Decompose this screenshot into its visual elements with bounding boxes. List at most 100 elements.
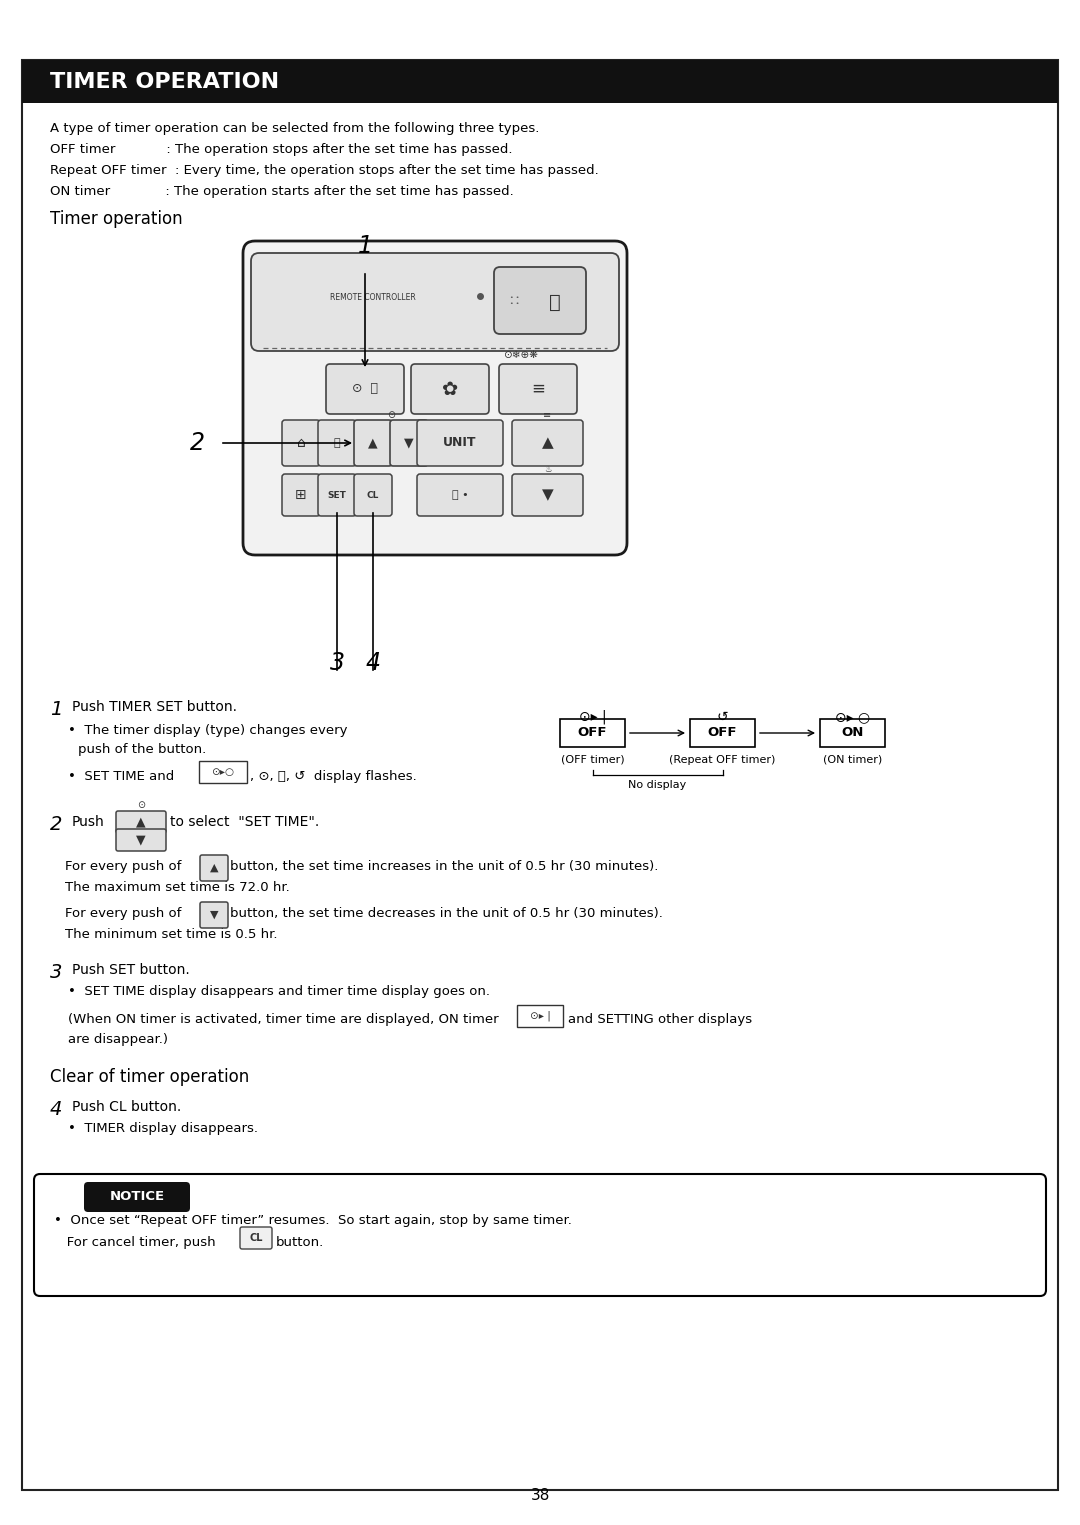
Text: to select  "SET TIME".: to select "SET TIME". — [170, 814, 320, 830]
Text: 🔧: 🔧 — [334, 438, 340, 448]
FancyBboxPatch shape — [326, 364, 404, 413]
Text: ▲: ▲ — [136, 816, 146, 828]
Text: •  TIMER display disappears.: • TIMER display disappears. — [68, 1122, 258, 1135]
Text: ▼: ▼ — [210, 910, 218, 920]
FancyBboxPatch shape — [417, 419, 503, 467]
FancyBboxPatch shape — [251, 253, 619, 351]
Text: •  Once set “Repeat OFF timer” resumes.  So start again, stop by same timer.: • Once set “Repeat OFF timer” resumes. S… — [54, 1214, 572, 1228]
Text: ▼: ▼ — [542, 488, 553, 503]
Text: •  SET TIME display disappears and timer time display goes on.: • SET TIME display disappears and timer … — [68, 985, 490, 997]
Text: For cancel timer, push: For cancel timer, push — [54, 1235, 216, 1249]
Text: ⌂: ⌂ — [297, 436, 306, 450]
Text: button, the set time decreases in the unit of 0.5 hr (30 minutes).: button, the set time decreases in the un… — [230, 907, 663, 920]
Text: OFF: OFF — [578, 726, 607, 740]
Text: NOTICE: NOTICE — [109, 1191, 164, 1203]
FancyBboxPatch shape — [282, 419, 320, 467]
Text: SET: SET — [327, 491, 347, 500]
Text: , ⊙, ⏻, ↺  display flashes.: , ⊙, ⏻, ↺ display flashes. — [249, 770, 417, 782]
Text: ⊙▸ |: ⊙▸ | — [579, 711, 606, 724]
FancyBboxPatch shape — [390, 419, 428, 467]
Text: ⊙: ⊙ — [137, 801, 145, 810]
FancyBboxPatch shape — [282, 474, 320, 515]
Text: ▼: ▼ — [404, 436, 414, 450]
Bar — [820, 718, 885, 747]
Text: Repeat OFF timer  : Every time, the operation stops after the set time has passe: Repeat OFF timer : Every time, the opera… — [50, 165, 598, 177]
Text: • •
• •: • • • • — [510, 294, 519, 307]
Text: (When ON timer is activated, timer time are displayed, ON timer: (When ON timer is activated, timer time … — [68, 1013, 499, 1026]
Text: 38: 38 — [530, 1487, 550, 1502]
Text: and SETTING other displays: and SETTING other displays — [568, 1013, 752, 1026]
Text: ON timer             : The operation starts after the set time has passed.: ON timer : The operation starts after th… — [50, 185, 514, 198]
Text: OFF timer            : The operation stops after the set time has passed.: OFF timer : The operation stops after th… — [50, 143, 513, 156]
Text: A type of timer operation can be selected from the following three types.: A type of timer operation can be selecte… — [50, 122, 539, 136]
Text: (Repeat OFF timer): (Repeat OFF timer) — [670, 755, 775, 766]
Text: No display: No display — [629, 779, 687, 790]
Text: (ON timer): (ON timer) — [823, 755, 882, 766]
Text: Clear of timer operation: Clear of timer operation — [50, 1068, 249, 1086]
Text: 1: 1 — [50, 700, 63, 718]
Text: Timer operation: Timer operation — [50, 210, 183, 229]
Text: 2: 2 — [50, 814, 63, 834]
FancyBboxPatch shape — [200, 901, 228, 929]
Text: ⌚ •: ⌚ • — [451, 490, 469, 500]
FancyBboxPatch shape — [200, 856, 228, 881]
Text: ▼: ▼ — [136, 834, 146, 846]
Bar — [22, 59, 1058, 104]
Text: CL: CL — [249, 1234, 262, 1243]
Text: For every push of: For every push of — [65, 860, 181, 872]
Text: 4: 4 — [365, 651, 380, 676]
FancyBboxPatch shape — [517, 1005, 563, 1026]
FancyBboxPatch shape — [417, 474, 503, 515]
Text: Push TIMER SET button.: Push TIMER SET button. — [72, 700, 237, 714]
Text: 1: 1 — [357, 233, 373, 258]
Text: ⊙: ⊙ — [387, 410, 395, 419]
Text: REMOTE CONTROLLER: REMOTE CONTROLLER — [330, 293, 416, 302]
FancyBboxPatch shape — [494, 267, 586, 334]
Bar — [690, 718, 755, 747]
Text: ▲: ▲ — [210, 863, 218, 872]
Text: •  The timer display (type) changes every: • The timer display (type) changes every — [68, 724, 348, 737]
Text: button.: button. — [276, 1235, 324, 1249]
Text: (OFF timer): (OFF timer) — [561, 755, 624, 766]
FancyBboxPatch shape — [243, 241, 627, 555]
Text: ♨: ♨ — [543, 465, 551, 474]
Text: 4: 4 — [50, 1100, 63, 1119]
Text: ↺: ↺ — [717, 711, 728, 724]
FancyBboxPatch shape — [116, 811, 166, 833]
Text: ⊙▸ |: ⊙▸ | — [529, 1011, 551, 1022]
Text: ⊞: ⊞ — [295, 488, 307, 502]
Text: ⊙▸ ○: ⊙▸ ○ — [835, 711, 870, 724]
FancyBboxPatch shape — [499, 364, 577, 413]
Text: ✿: ✿ — [442, 380, 458, 398]
FancyBboxPatch shape — [354, 474, 392, 515]
Text: UNIT: UNIT — [443, 436, 476, 450]
Text: TIMER OPERATION: TIMER OPERATION — [50, 72, 279, 92]
Bar — [561, 718, 625, 747]
Text: push of the button.: push of the button. — [78, 743, 206, 756]
Text: ⊙❄⊕❋: ⊙❄⊕❋ — [503, 351, 538, 360]
FancyBboxPatch shape — [240, 1228, 272, 1249]
Text: ▲: ▲ — [368, 436, 378, 450]
FancyBboxPatch shape — [318, 419, 356, 467]
FancyBboxPatch shape — [33, 1174, 1047, 1296]
Text: 3: 3 — [50, 962, 63, 982]
Text: 2: 2 — [190, 432, 205, 454]
FancyBboxPatch shape — [354, 419, 392, 467]
FancyBboxPatch shape — [512, 474, 583, 515]
Text: button, the set time increases in the unit of 0.5 hr (30 minutes).: button, the set time increases in the un… — [230, 860, 659, 872]
FancyBboxPatch shape — [84, 1182, 190, 1212]
FancyBboxPatch shape — [411, 364, 489, 413]
Text: OFF: OFF — [707, 726, 738, 740]
Text: ▲: ▲ — [542, 436, 553, 450]
FancyBboxPatch shape — [116, 830, 166, 851]
Text: The maximum set time is 72.0 hr.: The maximum set time is 72.0 hr. — [65, 881, 289, 894]
Text: For every push of: For every push of — [65, 907, 181, 920]
Text: ⊙▸○: ⊙▸○ — [212, 767, 234, 778]
Text: ≡: ≡ — [543, 410, 552, 419]
Text: are disappear.): are disappear.) — [68, 1032, 168, 1046]
Text: ON: ON — [841, 726, 864, 740]
Text: The minimum set time is 0.5 hr.: The minimum set time is 0.5 hr. — [65, 929, 278, 941]
Text: Push SET button.: Push SET button. — [72, 962, 190, 978]
FancyBboxPatch shape — [199, 761, 247, 782]
Text: ⊙  ⏻: ⊙ ⏻ — [352, 383, 378, 395]
